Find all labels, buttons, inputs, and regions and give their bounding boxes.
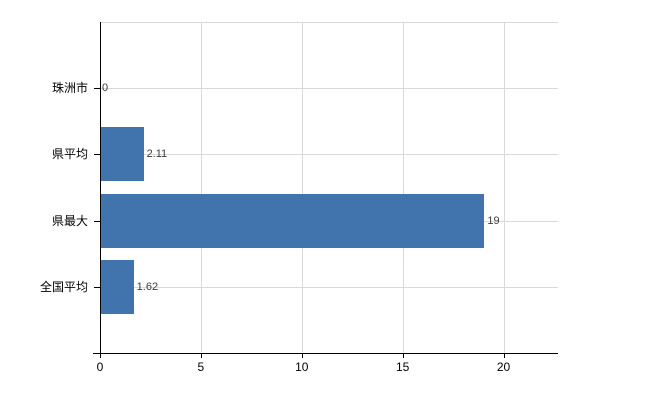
category-label: 県平均	[51, 147, 88, 162]
plot-top-border	[100, 22, 558, 23]
x-axis-tick	[402, 353, 404, 358]
bar	[101, 259, 134, 314]
y-axis-tick	[94, 154, 100, 156]
y-axis-tick	[94, 88, 100, 90]
category-label: 県最大	[51, 213, 88, 228]
x-tick-label: 5	[197, 360, 205, 374]
value-label: 2.11	[146, 148, 168, 161]
value-label: 0	[102, 82, 109, 95]
y-gridline	[100, 154, 558, 156]
x-gridline	[503, 22, 505, 353]
y-gridline	[100, 286, 558, 288]
bar	[101, 127, 144, 182]
value-label: 1.62	[136, 280, 159, 293]
x-tick-label: 0	[96, 360, 104, 374]
x-tick-label: 15	[395, 360, 410, 374]
bar	[101, 193, 485, 248]
x-axis-tick	[301, 353, 303, 358]
y-axis-tick	[94, 286, 100, 288]
value-label: 19	[487, 214, 500, 227]
y-axis-tick	[94, 220, 100, 222]
category-label: 全国平均	[39, 279, 88, 294]
x-tick-label: 10	[295, 360, 309, 374]
x-axis-tick	[503, 353, 505, 358]
x-axis-tick	[200, 353, 202, 358]
x-gridline	[402, 22, 404, 353]
x-axis	[93, 353, 558, 354]
y-gridline	[100, 88, 558, 90]
y-axis	[100, 22, 101, 358]
category-label: 珠洲市	[51, 81, 88, 96]
x-gridline	[301, 22, 303, 353]
x-tick-label: 20	[496, 360, 511, 374]
x-gridline	[200, 22, 202, 353]
